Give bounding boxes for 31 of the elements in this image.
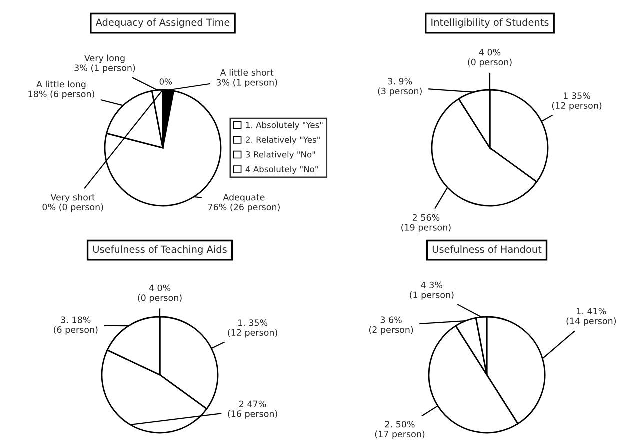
data-label: 1 35% (12 person) (552, 92, 602, 111)
text: 4 0% (0 person) (468, 49, 512, 68)
data-label: 2. 50% (17 person) (375, 421, 425, 440)
data-label: 18% (6 person) (28, 90, 94, 100)
slice-label: A little short (220, 69, 274, 76)
data-label: 3. 18% (6 person) (54, 316, 98, 335)
data-label: 2 47% (16 person) (228, 400, 278, 419)
data-label: 2 56% (19 person) (402, 214, 451, 233)
text: 0% (160, 78, 172, 85)
data-label: 3 6% (2 person) (369, 316, 414, 335)
data-label: 3% (1 person) (216, 79, 278, 88)
text: 0% (0 person) (42, 204, 104, 212)
data-label: 1. 41% (14 person) (566, 308, 616, 326)
data-label: 76% (26 person) (208, 204, 280, 212)
legend-label: 4 Absolutely "No" (246, 166, 318, 174)
data-label: 3. 9% (3 person) (378, 78, 422, 96)
legend-label: 2. Relatively "Yes" (246, 136, 320, 145)
data-label: 4 3% (1 person) (410, 282, 454, 300)
legend-label: 1. Absolutely "Yes" (246, 122, 323, 130)
slice-label: Very long (84, 54, 125, 64)
data-label: 1. 35% (12 person) (228, 320, 278, 338)
chart-title: Adequacy of Assigned Time (96, 18, 230, 28)
slice-label: A little long (36, 80, 86, 90)
slice-label: Adequate (223, 194, 265, 202)
text: 4 0% (0 person) (138, 284, 182, 303)
data-label: 3% (1 person) (74, 64, 136, 74)
category-label: Very short (50, 194, 96, 202)
legend-label: 3 Relatively "No" (246, 151, 316, 160)
chart-title: Intelligibility of Students (432, 18, 549, 28)
chart-title: Usefulness of Teaching Aids (93, 246, 227, 256)
chart-title: Usefulness of Handout (432, 246, 542, 254)
